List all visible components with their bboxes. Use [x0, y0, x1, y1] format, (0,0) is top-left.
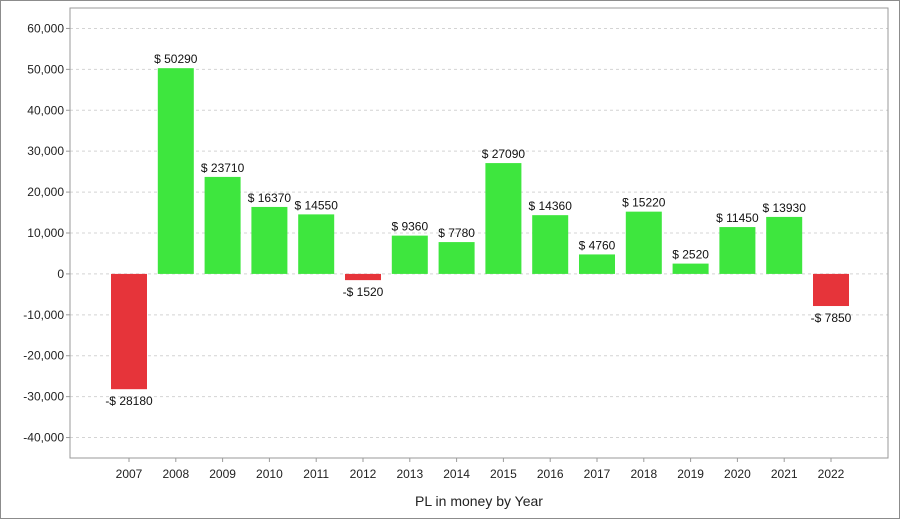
x-tick-label: 2012	[350, 467, 377, 481]
x-tick-label: 2020	[724, 467, 751, 481]
bar-2007	[111, 273, 147, 390]
bar-2009	[204, 176, 241, 274]
bar-2011	[298, 214, 335, 274]
x-tick-label: 2021	[771, 467, 798, 481]
x-tick-label: 2009	[209, 467, 236, 481]
x-axis-title: PL in money by Year	[415, 493, 543, 509]
data-label: $ 13930	[763, 201, 807, 215]
x-tick-label: 2014	[443, 467, 470, 481]
y-axis-ticks: 60,000 50,000 40,000 30,000 20,000 10,000 0 -10…	[23, 21, 70, 445]
bar-2017	[579, 254, 615, 274]
data-label: $ 16370	[248, 191, 292, 205]
bar-2016	[532, 215, 569, 274]
data-label: $ 14360	[529, 199, 573, 213]
x-tick-label: 2017	[584, 467, 611, 481]
data-label: -$ 7850	[811, 311, 852, 325]
y-tick-label: -30,000	[23, 390, 64, 404]
grid-lines	[70, 27, 888, 439]
bar-2010	[251, 206, 288, 274]
data-label: $ 15220	[622, 196, 666, 210]
x-tick-label: 2007	[116, 467, 143, 481]
data-label: $ 2520	[672, 248, 709, 262]
x-tick-label: 2011	[303, 467, 329, 481]
bar-2022	[813, 273, 849, 307]
data-label: $ 7780	[438, 226, 475, 240]
y-tick-label: -20,000	[23, 349, 64, 363]
bar-2012	[345, 273, 381, 281]
bar-2019	[672, 263, 709, 274]
x-tick-label: 2018	[630, 467, 657, 481]
x-tick-label: 2008	[162, 467, 189, 481]
data-label: $ 23710	[201, 161, 245, 175]
y-tick-label: 0	[57, 267, 64, 281]
bar-2013	[391, 235, 428, 274]
x-tick-label: 2019	[677, 467, 704, 481]
x-axis-ticks: 2007 2008 2009 2010 2011 2012 2013 2014 2015 2016…	[116, 458, 845, 481]
data-label: $ 11450	[716, 211, 759, 225]
data-labels: -$ 28180 $ 50290 $ 23710 $ 16370$ 14550 -$ 1…	[105, 52, 851, 408]
x-tick-label: 2016	[537, 467, 564, 481]
data-label: $ 14550	[295, 198, 339, 212]
bar-2008	[157, 68, 194, 274]
y-tick-label: -40,000	[23, 431, 64, 445]
y-tick-label: -10,000	[23, 308, 64, 322]
y-tick-label: 30,000	[27, 144, 64, 158]
data-label: $ 27090	[482, 147, 526, 161]
x-tick-label: 2013	[396, 467, 423, 481]
data-label: -$ 28180	[105, 394, 153, 408]
bar-2015	[485, 163, 522, 274]
x-tick-label: 2022	[818, 467, 845, 481]
bar-2021	[766, 216, 803, 274]
y-tick-label: 10,000	[27, 226, 64, 240]
bar-2020	[719, 227, 756, 274]
data-label: $ 4760	[579, 238, 616, 252]
x-tick-label: 2010	[256, 467, 283, 481]
data-label: -$ 1520	[343, 285, 384, 299]
y-tick-label: 40,000	[27, 103, 64, 117]
data-label: $ 50290	[154, 52, 198, 66]
bar-2018	[625, 211, 662, 274]
y-tick-label: 50,000	[27, 62, 64, 76]
bar-2014	[438, 242, 475, 274]
y-tick-label: 20,000	[27, 185, 64, 199]
y-tick-label: 60,000	[27, 21, 64, 35]
bars	[111, 68, 849, 390]
data-label: $ 9360	[391, 220, 428, 234]
x-tick-label: 2015	[490, 467, 517, 481]
